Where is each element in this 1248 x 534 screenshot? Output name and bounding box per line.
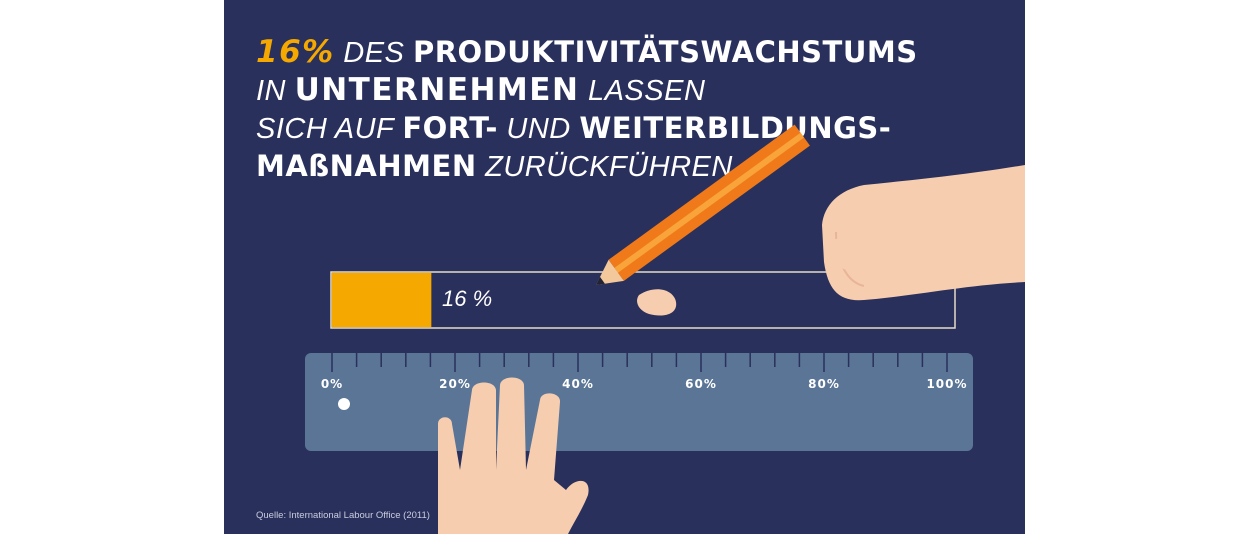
axis-tick-label: 80% [808, 377, 840, 391]
pencil-lead [596, 276, 605, 285]
axis-tick-label: 20% [439, 377, 471, 391]
axis-tick-label: 40% [562, 377, 594, 391]
axis-tick-label: 100% [926, 377, 968, 391]
ruler-icon [305, 353, 973, 451]
headline-text: DES [334, 37, 413, 69]
bar-fill [331, 272, 432, 328]
headline-text: UNTERNEHMEN [294, 72, 580, 108]
chart-graphic [305, 124, 1025, 534]
axis-tick-label: 60% [685, 377, 717, 391]
ruler-hand-shape [438, 377, 589, 534]
ruler-hole [338, 398, 350, 410]
bar-value-label: 16 % [442, 286, 493, 311]
headline-line-3: SICH AUF FORT- UND WEITERBILDUNGS- [256, 110, 891, 148]
headline-text: UND [497, 113, 580, 145]
hand-icon [822, 165, 1025, 301]
axis-tick-label: 0% [320, 377, 344, 391]
headline-text: WEITERBILDUNGS- [579, 111, 892, 145]
infographic-card: 16% DES PRODUKTIVITÄTSWACHSTUMS IN UNTER… [224, 0, 1025, 534]
headline-text: SICH AUF [256, 113, 403, 145]
headline-text: IN [256, 75, 295, 107]
pencil-stripe [614, 132, 805, 273]
headline-text: PRODUKTIVITÄTSWACHSTUMS [412, 35, 918, 69]
bar-frame [330, 271, 956, 329]
hand-finger [826, 235, 888, 273]
hand-icon [438, 377, 589, 534]
source-note: Quelle: International Labour Office (201… [256, 510, 430, 521]
headline-text: LASSEN [579, 75, 706, 107]
headline-text: ZURÜCKFÜHREN. [476, 151, 742, 183]
headline-line-1: 16% DES PRODUKTIVITÄTSWACHSTUMS [256, 34, 917, 72]
ruler-body [305, 353, 973, 451]
headline-line-2: IN UNTERNEHMEN LASSEN [256, 72, 856, 110]
hand-fingers-over-pencil [637, 235, 888, 316]
headline-line-4: MAßNAHMEN ZURÜCKFÜHREN. [256, 148, 856, 186]
pencil-tip-wood [596, 259, 624, 285]
headline: 16% DES PRODUKTIVITÄTSWACHSTUMS IN UNTER… [256, 34, 917, 186]
headline-highlight-value: 16% [256, 34, 335, 70]
ruler-ticks [331, 353, 948, 372]
headline-text: FORT- [402, 111, 498, 145]
hand-thumb [637, 289, 677, 316]
headline-text: MAßNAHMEN [256, 149, 477, 183]
pencil-icon [596, 124, 810, 285]
